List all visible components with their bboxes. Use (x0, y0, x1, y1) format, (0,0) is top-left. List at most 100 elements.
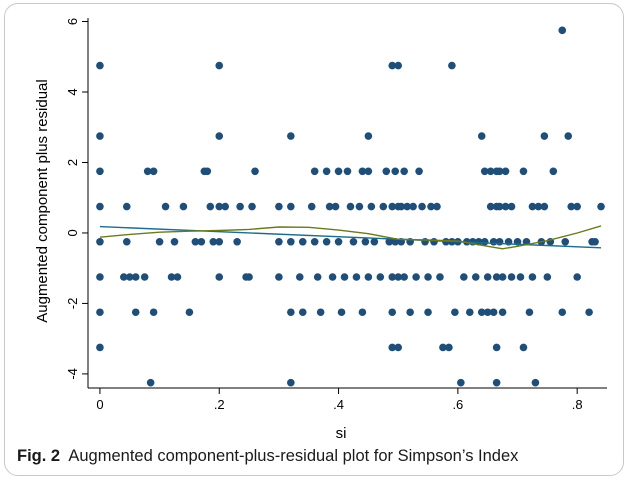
linear-fit-line (99, 225, 602, 249)
data-point (415, 167, 423, 176)
y-tick-label: 6 (65, 18, 80, 25)
data-point (477, 308, 486, 317)
data-point (507, 202, 516, 211)
data-point (96, 343, 104, 352)
data-point (122, 202, 131, 211)
data-point (96, 167, 104, 176)
data-point (364, 167, 373, 176)
data-point (364, 132, 373, 140)
data-point (540, 202, 549, 211)
data-point (96, 273, 104, 281)
data-point (394, 343, 403, 352)
y-tick-label: 4 (65, 88, 80, 95)
data-point (352, 273, 361, 281)
data-point (361, 237, 370, 246)
data-point (543, 273, 552, 281)
data-point (495, 237, 504, 246)
data-point (316, 308, 325, 317)
data-point (96, 237, 104, 246)
data-point (167, 273, 176, 281)
data-point (346, 202, 355, 211)
y-tick-label: -2 (65, 298, 80, 310)
data-point (409, 202, 417, 211)
data-point (197, 237, 206, 246)
data-point (310, 237, 319, 246)
data-point (215, 202, 224, 211)
figure-number: Fig. 2 (17, 447, 61, 465)
data-point (122, 237, 131, 246)
data-point (313, 273, 322, 281)
data-point (528, 273, 537, 281)
data-point (343, 167, 352, 176)
y-tick-label: 2 (65, 159, 80, 166)
data-point (96, 202, 104, 211)
data-point (275, 273, 283, 281)
data-point (367, 202, 376, 211)
data-point (400, 167, 408, 176)
x-tick-label: .8 (572, 397, 583, 412)
data-point (564, 132, 573, 140)
data-point (382, 167, 391, 176)
y-tick-label: 0 (65, 229, 80, 236)
data-point (298, 308, 307, 317)
data-point (448, 61, 456, 70)
data-point (233, 237, 241, 246)
x-tick-label: .4 (333, 397, 344, 412)
data-point (412, 273, 420, 281)
data-point (480, 237, 489, 246)
x-tick-label: 0 (96, 397, 103, 412)
data-point (340, 273, 349, 281)
data-point (287, 132, 295, 140)
data-point (334, 167, 343, 176)
data-point (558, 308, 567, 317)
data-point (215, 273, 224, 281)
data-point (480, 167, 489, 176)
data-point (492, 273, 501, 281)
data-point (287, 308, 295, 317)
data-point (215, 237, 224, 246)
data-point (170, 237, 179, 246)
data-point (125, 273, 134, 281)
data-point (501, 167, 510, 176)
data-point (325, 202, 334, 211)
data-point (385, 237, 394, 246)
data-point (531, 378, 540, 387)
data-point (388, 202, 397, 211)
data-point (96, 61, 104, 70)
x-tick-label: .2 (214, 397, 225, 412)
data-point (483, 273, 492, 281)
data-point (418, 202, 426, 211)
data-point (161, 202, 170, 211)
data-point (119, 273, 128, 281)
data-point (131, 308, 140, 317)
data-point (457, 378, 465, 387)
data-point (355, 202, 364, 211)
data-point (495, 167, 504, 176)
data-point (298, 237, 307, 246)
data-point (149, 167, 158, 176)
data-point (328, 273, 337, 281)
data-point (445, 343, 453, 352)
data-point (364, 273, 373, 281)
data-point (322, 237, 331, 246)
data-point (179, 202, 188, 211)
data-point (498, 308, 507, 317)
data-point (424, 308, 432, 317)
data-point (427, 202, 435, 211)
data-point (331, 202, 340, 211)
data-point (209, 237, 218, 246)
data-point (483, 308, 492, 317)
data-point (486, 167, 495, 176)
data-point (561, 237, 570, 246)
x-axis-label: si (336, 425, 347, 442)
data-point (400, 273, 408, 281)
data-point (287, 378, 295, 387)
data-point (96, 132, 104, 140)
data-point (388, 343, 397, 352)
data-point (334, 237, 343, 246)
data-point (471, 273, 480, 281)
data-point (507, 273, 516, 281)
data-point (376, 273, 385, 281)
data-point (528, 202, 537, 211)
